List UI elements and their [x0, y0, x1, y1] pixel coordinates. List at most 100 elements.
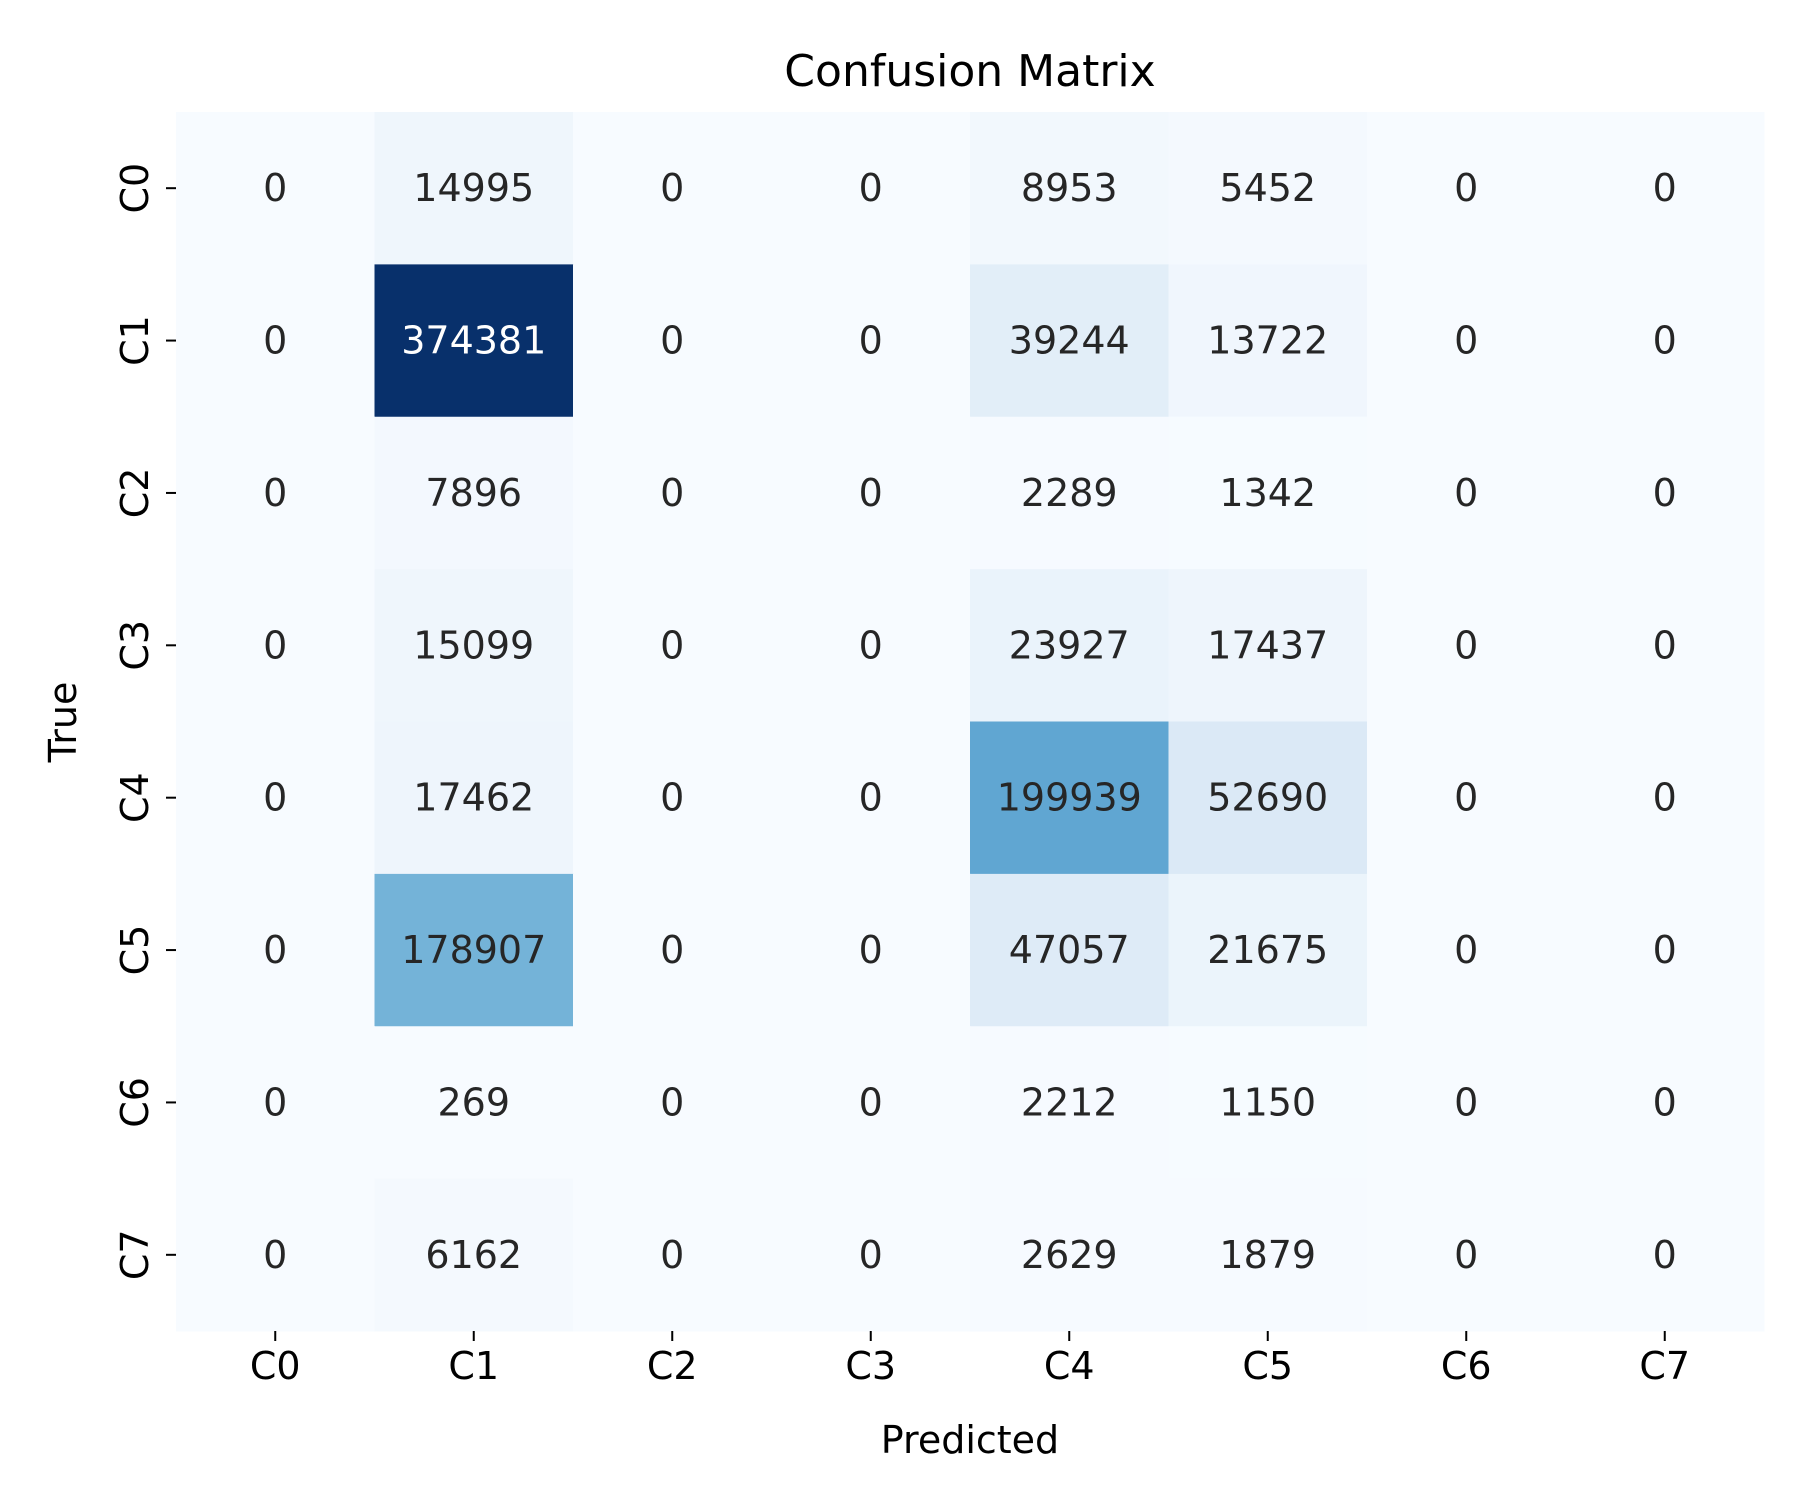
cell-value-C2-C5: 1342 — [1219, 471, 1316, 515]
cell-C2-C4 — [970, 416, 1169, 570]
cell-C0-C4 — [970, 112, 1169, 265]
cell-C1-C5 — [1168, 264, 1368, 418]
cell-value-C3-C5: 17437 — [1207, 623, 1328, 667]
cell-C5-C7 — [1565, 873, 1765, 1027]
cell-C1-C3 — [771, 264, 971, 418]
cell-value-C1-C5: 13722 — [1207, 319, 1328, 363]
cell-value-C1-C2: 0 — [660, 319, 684, 363]
cell-value-C2-C1: 7896 — [425, 471, 522, 515]
cell-C6-C7 — [1565, 1026, 1765, 1180]
cell-value-C5-C4: 47057 — [1009, 928, 1130, 972]
cell-C5-C1 — [374, 873, 574, 1027]
cell-C5-C3 — [771, 873, 971, 1027]
cell-value-C2-C2: 0 — [660, 471, 684, 515]
cell-value-C3-C1: 15099 — [413, 623, 534, 667]
cell-value-C1-C0: 0 — [263, 319, 287, 363]
cell-value-C7-C1: 6162 — [425, 1233, 522, 1277]
cell-value-C6-C7: 0 — [1653, 1080, 1677, 1124]
cell-C2-C1 — [374, 416, 574, 570]
cell-C3-C2 — [573, 569, 772, 723]
cell-value-C3-C4: 23927 — [1009, 623, 1130, 667]
cell-C6-C2 — [573, 1026, 772, 1180]
cell-C3-C3 — [771, 569, 971, 723]
cell-value-C2-C3: 0 — [859, 471, 883, 515]
cell-C5-C6 — [1367, 873, 1566, 1027]
x-tick-label-C1: C1 — [448, 1344, 499, 1388]
cell-value-C7-C6: 0 — [1454, 1233, 1478, 1277]
cell-value-C0-C2: 0 — [660, 166, 684, 210]
cell-C7-C5 — [1168, 1178, 1368, 1332]
cell-C4-C3 — [771, 721, 971, 875]
cell-value-C0-C0: 0 — [263, 166, 287, 210]
cell-value-C5-C2: 0 — [660, 928, 684, 972]
heatmap-cells: 0 14995 0 0 8953 5452 0 0 0 374381 0 0 39244 13722 0 0 0… — [176, 112, 1765, 1332]
cell-C0-C0 — [176, 112, 375, 265]
cell-value-C6-C3: 0 — [859, 1080, 883, 1124]
x-axis-label: Predicted — [881, 1418, 1059, 1462]
cell-value-C7-C2: 0 — [660, 1233, 684, 1277]
cell-C5-C0 — [176, 873, 375, 1027]
cell-value-C2-C4: 2289 — [1021, 471, 1118, 515]
cell-C4-C1 — [374, 721, 574, 875]
cell-value-C6-C0: 0 — [263, 1080, 287, 1124]
cell-value-C7-C3: 0 — [859, 1233, 883, 1277]
cell-C6-C3 — [771, 1026, 971, 1180]
cell-value-C1-C3: 0 — [859, 319, 883, 363]
cell-C4-C5 — [1168, 721, 1368, 875]
y-tick-label-C7: C7 — [113, 1229, 157, 1280]
cell-value-C4-C7: 0 — [1653, 776, 1677, 820]
cell-value-C2-C0: 0 — [263, 471, 287, 515]
cell-C3-C4 — [970, 569, 1169, 723]
cell-C7-C3 — [771, 1178, 971, 1332]
cell-value-C5-C7: 0 — [1653, 928, 1677, 972]
cell-C1-C7 — [1565, 264, 1765, 418]
cell-value-C5-C3: 0 — [859, 928, 883, 972]
y-tick-label-C1: C1 — [113, 315, 157, 366]
cell-C0-C7 — [1565, 112, 1765, 265]
cell-value-C0-C5: 5452 — [1219, 166, 1316, 210]
cell-C7-C6 — [1367, 1178, 1566, 1332]
cell-value-C3-C6: 0 — [1454, 623, 1478, 667]
cell-value-C2-C7: 0 — [1653, 471, 1677, 515]
cell-value-C3-C0: 0 — [263, 623, 287, 667]
cell-C7-C4 — [970, 1178, 1169, 1332]
cell-value-C4-C1: 17462 — [413, 776, 534, 820]
cell-C0-C5 — [1168, 112, 1368, 265]
cell-value-C4-C4: 199939 — [997, 776, 1142, 820]
cell-C2-C7 — [1565, 416, 1765, 570]
cell-value-C6-C1: 269 — [437, 1080, 510, 1124]
cell-C2-C3 — [771, 416, 971, 570]
cell-C7-C2 — [573, 1178, 772, 1332]
y-tick-label-C5: C5 — [113, 925, 157, 976]
cell-C6-C6 — [1367, 1026, 1566, 1180]
cell-value-C7-C0: 0 — [263, 1233, 287, 1277]
cell-C3-C1 — [374, 569, 574, 723]
cell-value-C5-C6: 0 — [1454, 928, 1478, 972]
cell-value-C3-C3: 0 — [859, 623, 883, 667]
cell-value-C3-C2: 0 — [660, 623, 684, 667]
cell-value-C6-C5: 1150 — [1219, 1080, 1316, 1124]
cell-C5-C5 — [1168, 873, 1368, 1027]
cell-value-C6-C6: 0 — [1454, 1080, 1478, 1124]
y-tick-label-C2: C2 — [113, 468, 157, 519]
cell-C3-C5 — [1168, 569, 1368, 723]
cell-value-C4-C3: 0 — [859, 776, 883, 820]
y-tick-label-C4: C4 — [113, 772, 157, 823]
cell-C6-C0 — [176, 1026, 375, 1180]
cell-value-C2-C6: 0 — [1454, 471, 1478, 515]
cell-C2-C0 — [176, 416, 375, 570]
cell-value-C5-C5: 21675 — [1207, 928, 1328, 972]
cell-C2-C6 — [1367, 416, 1566, 570]
cell-value-C4-C6: 0 — [1454, 776, 1478, 820]
x-tick-label-C7: C7 — [1639, 1344, 1690, 1388]
x-tick-label-C5: C5 — [1242, 1344, 1293, 1388]
cell-C1-C4 — [970, 264, 1169, 418]
x-tick-label-C0: C0 — [250, 1344, 301, 1388]
cell-C1-C2 — [573, 264, 772, 418]
cell-value-C4-C0: 0 — [263, 776, 287, 820]
cell-value-C7-C7: 0 — [1653, 1233, 1677, 1277]
cell-C6-C1 — [374, 1026, 574, 1180]
cell-C7-C1 — [374, 1178, 574, 1332]
cell-value-C1-C1: 374381 — [401, 319, 546, 363]
cell-value-C6-C2: 0 — [660, 1080, 684, 1124]
